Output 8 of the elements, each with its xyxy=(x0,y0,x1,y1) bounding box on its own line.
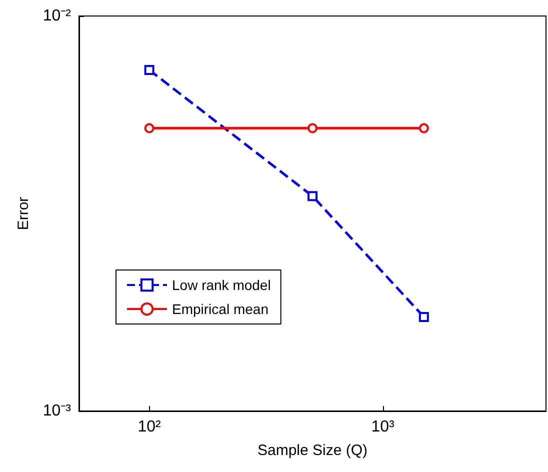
y-axis-title: Error xyxy=(15,196,32,230)
y-tick-label: 10⁻² xyxy=(42,8,72,24)
legend-label: Low rank model xyxy=(172,277,271,293)
y-tick-label: 10⁻³ xyxy=(42,402,72,420)
legend-label: Empirical mean xyxy=(172,301,268,317)
x-axis-title: Sample Size (Q) xyxy=(257,442,368,459)
x-tick-label: 10³ xyxy=(371,418,396,436)
x-tick-label: 10² xyxy=(138,418,162,436)
